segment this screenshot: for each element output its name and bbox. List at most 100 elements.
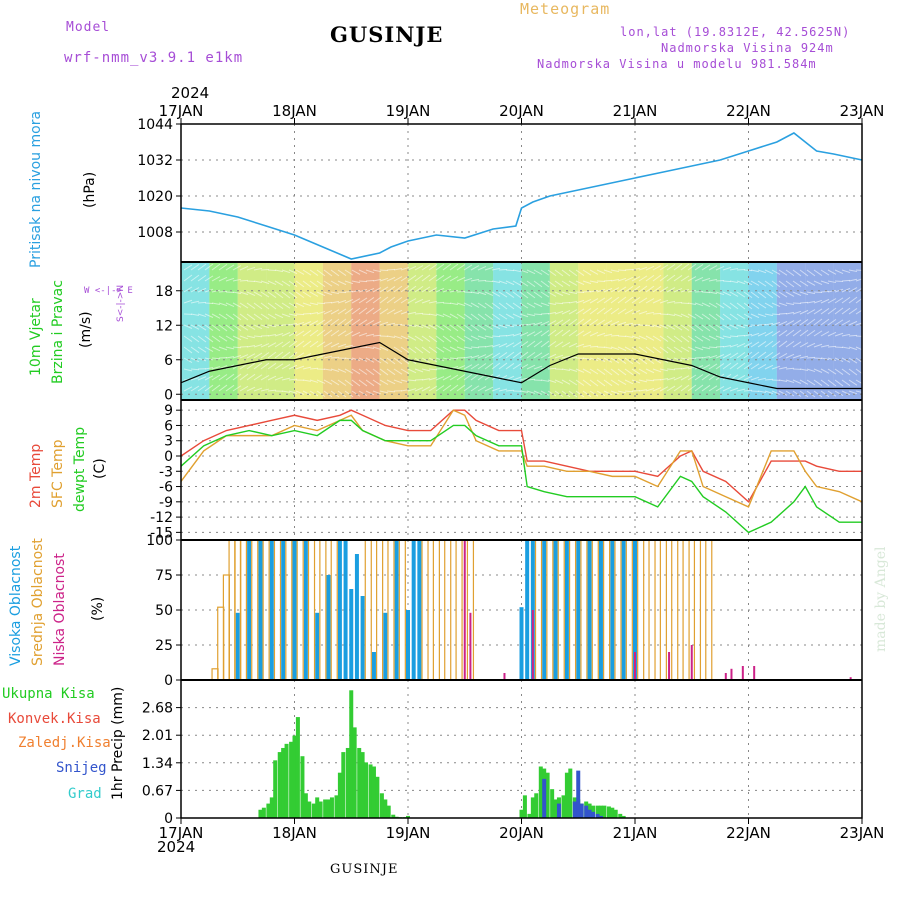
precip-legend-freezing: Zaledj.Kisa [18, 735, 111, 751]
wind-barb [750, 280, 760, 286]
precip-bar-total [337, 772, 342, 818]
wind-barb [225, 346, 235, 350]
cloud-bar-low [730, 668, 733, 680]
precip-bar-total [307, 801, 312, 818]
wind-barb [764, 331, 774, 337]
wind-barb [638, 357, 648, 365]
wind-barb [624, 309, 634, 315]
wind-barb [792, 354, 802, 359]
wind-barb [638, 297, 648, 304]
wind-barb [386, 357, 396, 365]
wind-barb [820, 298, 830, 304]
wind-barb [288, 269, 298, 275]
wind-barb [701, 324, 711, 332]
wind-barb [449, 324, 459, 332]
wind-barb [673, 287, 683, 293]
wind-barb [813, 291, 823, 294]
wind-barb [547, 353, 557, 359]
wind-barb [225, 373, 235, 381]
wind-barb [533, 352, 543, 359]
wind-barb [351, 307, 361, 315]
y-tick-label: -15 [150, 525, 173, 541]
wind-barb [393, 335, 403, 340]
wind-barb [491, 291, 501, 297]
wind-barb [519, 280, 529, 287]
wind-barb [638, 275, 648, 282]
wind-barb [764, 322, 774, 326]
wind-barb [463, 364, 473, 370]
wind-barb [323, 342, 333, 348]
precip-bar-total [273, 760, 278, 818]
wind-barb [204, 313, 214, 318]
wind-barb [771, 280, 781, 288]
wind-barb [477, 302, 487, 309]
wind-barb-band [805, 262, 834, 400]
wind-barb [183, 357, 193, 364]
wind-barb [351, 331, 361, 337]
wind-barb [785, 311, 795, 315]
wind-barb [785, 379, 795, 383]
wind-barb [393, 296, 403, 304]
wind-barb [575, 280, 585, 286]
y-tick-label: 0 [164, 673, 173, 689]
wind-barb [547, 390, 557, 397]
wind-barb [435, 335, 445, 343]
cloud-bar-mid [307, 539, 316, 681]
wind-barb [736, 352, 746, 359]
wind-barb [463, 373, 473, 381]
wind-barb [533, 280, 543, 288]
wind-barb [351, 269, 361, 275]
wind-barb [820, 269, 830, 276]
wind-barb [428, 324, 438, 330]
wind-barb [596, 368, 606, 375]
wind-barb [687, 357, 697, 360]
wind-barb [239, 373, 249, 381]
wind-barb [610, 368, 620, 376]
wind-barb [533, 291, 543, 299]
wind-barb [288, 302, 298, 308]
wind-barb [687, 324, 697, 332]
wind-barb [561, 355, 571, 359]
wind-barb [512, 269, 522, 273]
wind-barb [750, 341, 760, 348]
wind-barb [281, 341, 291, 348]
wind-barb [470, 313, 480, 321]
wind-barb [659, 313, 669, 316]
wind-barb [841, 287, 851, 293]
wind-barb [337, 330, 347, 337]
wind-barb [302, 321, 312, 326]
wind-barb [225, 302, 235, 307]
wind-barb [505, 302, 515, 310]
precip-bar-snow [579, 803, 584, 818]
wind-barb [722, 373, 732, 381]
wind-barb [337, 299, 347, 304]
wind-barb [771, 390, 781, 395]
wind-barb [302, 280, 312, 288]
wind-barb [253, 302, 263, 310]
wind-barb [232, 265, 242, 271]
wind-barb [673, 324, 683, 331]
precip-bar-total [323, 799, 328, 818]
wind-barb [323, 379, 333, 385]
wind-barb [365, 297, 375, 304]
wind-barb [183, 324, 193, 329]
wind-barb [778, 353, 788, 359]
wind-barb [603, 297, 613, 304]
wind-barb [617, 296, 627, 304]
wind-barb [211, 346, 221, 352]
wind-barb [708, 335, 718, 341]
wind-barb [771, 302, 781, 308]
wind-barb [414, 312, 424, 315]
wind-barb [288, 364, 298, 370]
wind-barb [421, 378, 431, 381]
wind-barb [624, 322, 634, 326]
wind-barb [778, 302, 788, 307]
wind-barb [498, 388, 508, 392]
wind-barb [204, 346, 214, 353]
wind-barb [302, 302, 312, 307]
wind-barb [554, 329, 564, 337]
wind-barb [617, 390, 627, 394]
wind-barb [778, 291, 788, 298]
wind-barb [442, 313, 452, 319]
wind-barb [631, 346, 641, 353]
